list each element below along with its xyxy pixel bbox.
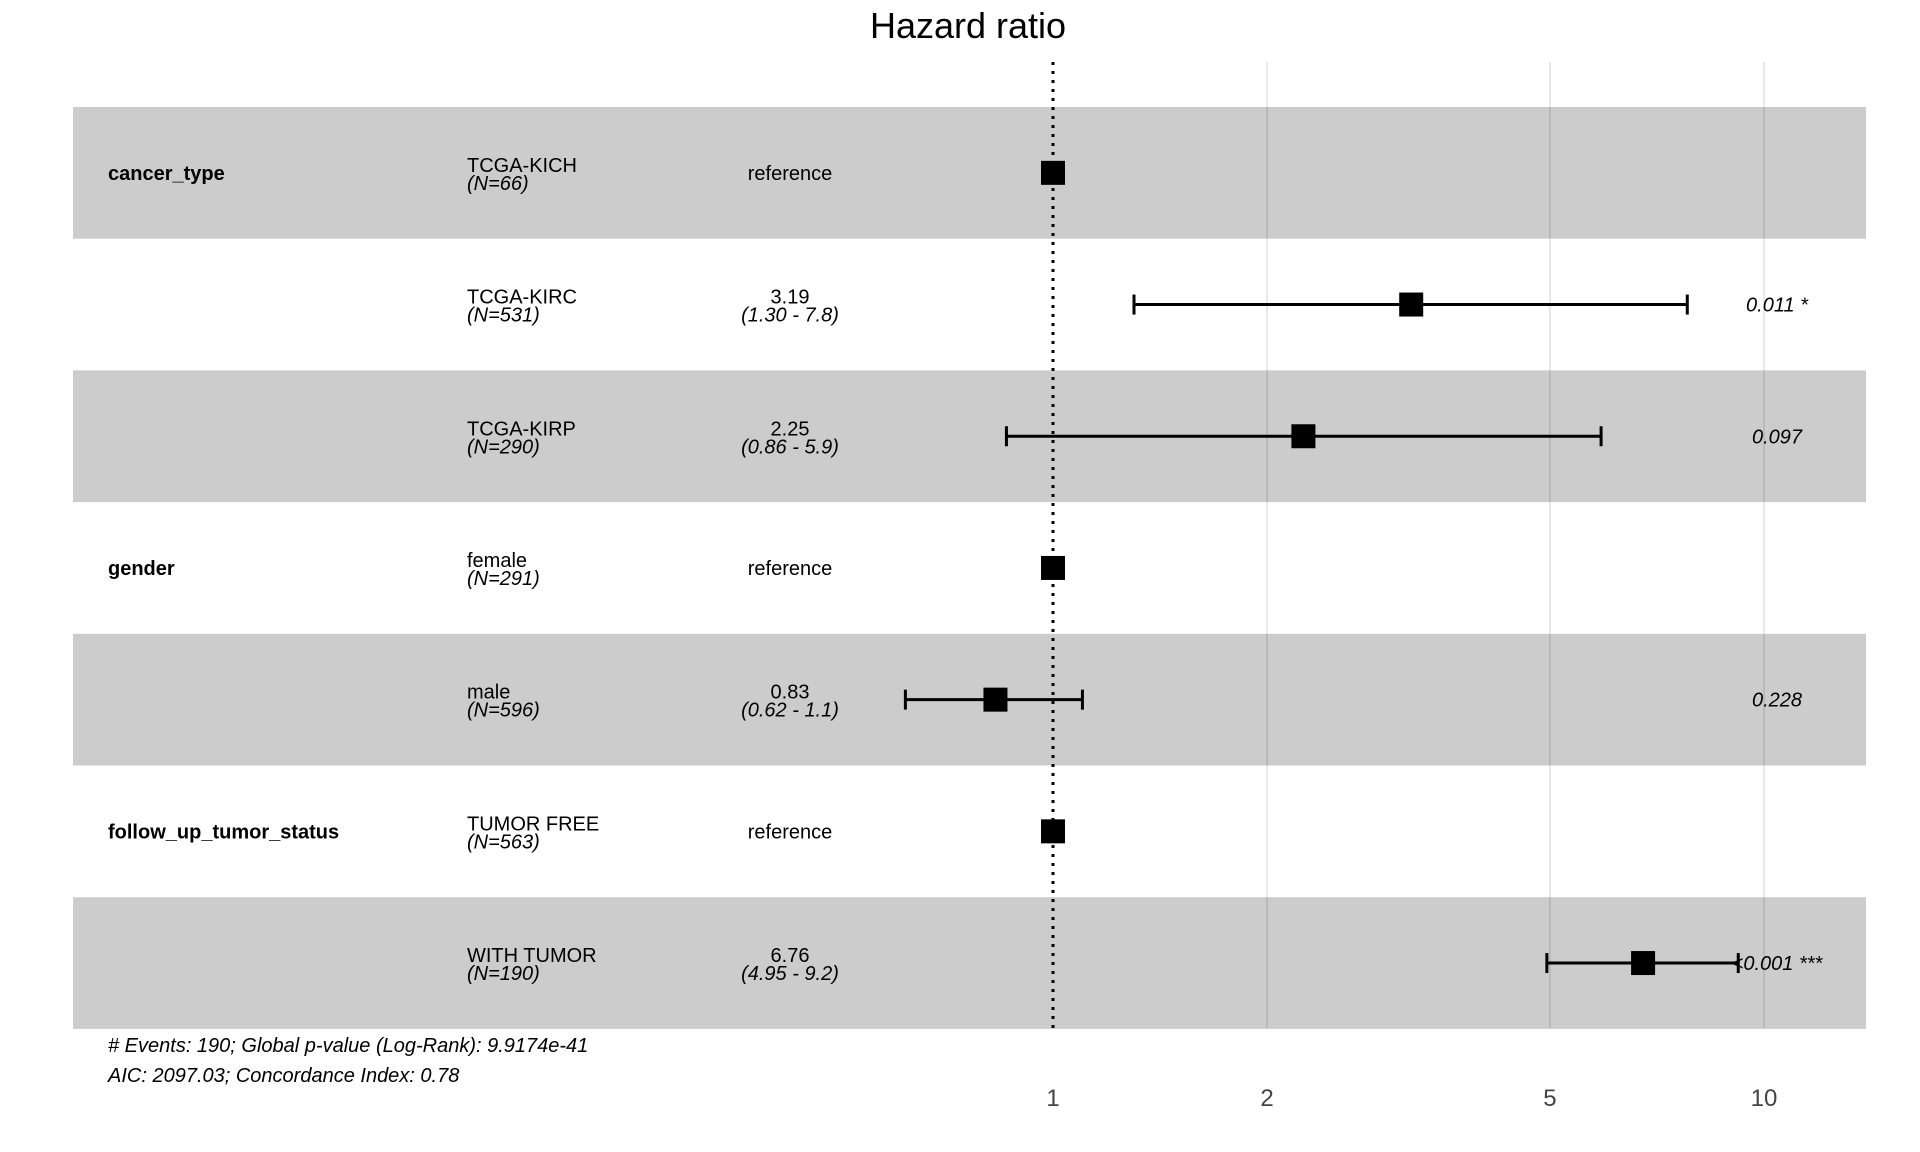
hr-marker: [1041, 160, 1065, 185]
level-n: (N=531): [467, 305, 540, 327]
hr-marker: [1041, 819, 1065, 844]
level-n: (N=66): [467, 173, 529, 195]
x-gridlines: [1266, 62, 1765, 1028]
p-value: 0.228: [1752, 690, 1802, 712]
estimate-label: 2.25: [771, 418, 810, 440]
p-value: 0.011 *: [1746, 295, 1809, 317]
level-n: (N=190): [467, 963, 540, 985]
level-label: TCGA-KIRC: [467, 287, 577, 309]
level-n: (N=291): [467, 568, 540, 590]
x-tick-label: 10: [1751, 1085, 1778, 1112]
hr-marker: [1399, 292, 1424, 317]
ci-label: (0.62 - 1.1): [741, 700, 839, 722]
estimate-label: 6.76: [771, 945, 810, 967]
hr-marker: [1041, 555, 1065, 580]
footnote-aic: AIC: 2097.03; Concordance Index: 0.78: [107, 1065, 459, 1087]
hr-marker: [1291, 424, 1316, 449]
level-label: male: [467, 682, 510, 704]
level-label: TUMOR FREE: [467, 813, 599, 835]
x-tick-label: 1: [1046, 1085, 1059, 1112]
level-label: TCGA-KICH: [467, 155, 577, 177]
level-n: (N=596): [467, 700, 540, 722]
level-n: (N=563): [467, 831, 540, 853]
p-value: 0.097: [1752, 426, 1803, 448]
estimate-label: 0.83: [771, 682, 810, 704]
level-n: (N=290): [467, 436, 540, 458]
ci-label: (0.86 - 5.9): [741, 436, 839, 458]
row-bands: [73, 107, 1866, 1029]
hazard-markers: [983, 160, 1656, 976]
ci-label: (4.95 - 9.2): [741, 963, 839, 985]
variable-label: gender: [108, 558, 175, 580]
level-label: female: [467, 550, 527, 572]
x-tick-label: 5: [1543, 1085, 1556, 1112]
variable-label: follow_up_tumor_status: [108, 821, 339, 843]
p-value: <0.001 ***: [1732, 953, 1824, 975]
row-band: [73, 107, 1866, 239]
ci-label: (1.30 - 7.8): [741, 305, 839, 327]
level-label: TCGA-KIRP: [467, 418, 576, 440]
hr-marker: [983, 687, 1008, 712]
hr-marker: [1631, 951, 1656, 976]
estimate-label: 3.19: [771, 287, 810, 309]
estimate-label: reference: [748, 163, 833, 185]
estimate-label: reference: [748, 821, 833, 843]
footnote-events: # Events: 190; Global p-value (Log-Rank)…: [108, 1035, 588, 1057]
estimate-label: reference: [748, 558, 833, 580]
variable-label: cancer_type: [108, 163, 225, 185]
x-tick-label: 2: [1260, 1085, 1273, 1112]
chart-title: Hazard ratio: [870, 5, 1066, 46]
x-tick-labels: 1 2 5 10: [1046, 1085, 1777, 1112]
level-label: WITH TUMOR: [467, 945, 597, 967]
row-labels: cancer_type TCGA-KICH(N=66) reference TCGA-…: [108, 155, 1824, 985]
